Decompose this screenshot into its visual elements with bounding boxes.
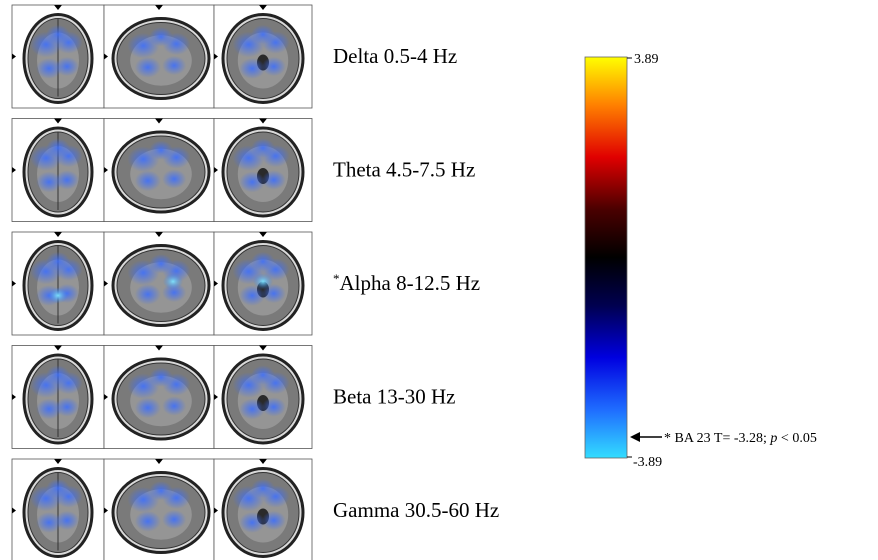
colorbar: [585, 57, 627, 458]
row-label: Beta 13-30 Hz: [333, 385, 455, 409]
brain-panel: [12, 232, 104, 335]
activation: [46, 252, 70, 271]
activation: [55, 511, 79, 530]
annotation-italic: p: [769, 431, 777, 446]
annotation-prefix: * BA 23 T= -3.28;: [664, 431, 770, 446]
activation: [149, 481, 173, 500]
activation: [46, 479, 70, 498]
brain-panel: [104, 119, 214, 222]
colorbar-min: -3.89: [633, 455, 662, 470]
row-label: Delta 0.5-4 Hz: [333, 44, 457, 68]
figure: Delta 0.5-4 Hz Theta 4.5-7.5 Hz *Alpha 8-1…: [0, 0, 878, 560]
activation: [162, 169, 186, 188]
activation: [55, 170, 79, 189]
brain-panel: [104, 5, 214, 108]
activation: [239, 58, 265, 79]
activation: [162, 56, 186, 75]
activation: [135, 170, 161, 191]
activation: [149, 27, 173, 46]
brain-panel: [104, 459, 214, 560]
activation: [251, 479, 275, 498]
row-label-text: Theta 4.5-7.5 Hz: [333, 158, 475, 182]
brain-panel: [12, 459, 104, 560]
brain-panel: [104, 346, 214, 449]
activation: [251, 252, 275, 271]
activation: [162, 510, 186, 529]
activation: [135, 57, 161, 78]
brain-panels: [12, 5, 312, 560]
brain-panel: [214, 119, 312, 222]
row-label-text: Delta 0.5-4 Hz: [333, 44, 457, 68]
row-label: Gamma 30.5-60 Hz: [333, 498, 499, 522]
activation: [251, 138, 275, 157]
activation: [135, 397, 161, 418]
activation: [55, 397, 79, 416]
brain-panel: [214, 5, 312, 108]
activation: [262, 57, 286, 76]
colorbar-max: 3.89: [634, 52, 659, 67]
brain-panel: [12, 346, 104, 449]
activation: [239, 399, 265, 420]
row-label-text: Beta 13-30 Hz: [333, 385, 455, 409]
activation: [251, 365, 275, 384]
brain-panel: [12, 119, 104, 222]
brain-panel: [104, 232, 214, 335]
activation-peak: [163, 274, 183, 290]
brain-panel: [214, 232, 312, 335]
activation: [46, 365, 70, 384]
activation: [251, 25, 275, 44]
annotation: * BA 23 T= -3.28; p < 0.05: [664, 431, 817, 446]
annotation-suffix: < 0.05: [777, 431, 816, 446]
row-label-text: Gamma 30.5-60 Hz: [333, 498, 499, 522]
activation: [262, 397, 286, 416]
activation: [55, 57, 79, 76]
brain-panel: [12, 5, 104, 108]
brain-panel: [214, 346, 312, 449]
activation: [262, 511, 286, 530]
activation: [239, 172, 265, 193]
row-label: *Alpha 8-12.5 Hz: [333, 271, 480, 295]
activation: [149, 368, 173, 387]
activation: [149, 141, 173, 160]
activation-peak: [48, 288, 68, 304]
activation-peak: [253, 274, 273, 290]
activation: [46, 25, 70, 44]
arrow-head: [630, 432, 640, 442]
row-label: Theta 4.5-7.5 Hz: [333, 158, 475, 182]
activation: [149, 254, 173, 273]
activation: [162, 396, 186, 415]
activation: [239, 512, 265, 533]
row-labels: Delta 0.5-4 Hz Theta 4.5-7.5 Hz *Alpha 8-1…: [333, 44, 499, 522]
activation: [46, 138, 70, 157]
activation: [135, 284, 161, 305]
row-label-text: Alpha 8-12.5 Hz: [340, 271, 481, 295]
brain-panel: [214, 459, 312, 560]
activation: [135, 511, 161, 532]
activation: [262, 170, 286, 189]
